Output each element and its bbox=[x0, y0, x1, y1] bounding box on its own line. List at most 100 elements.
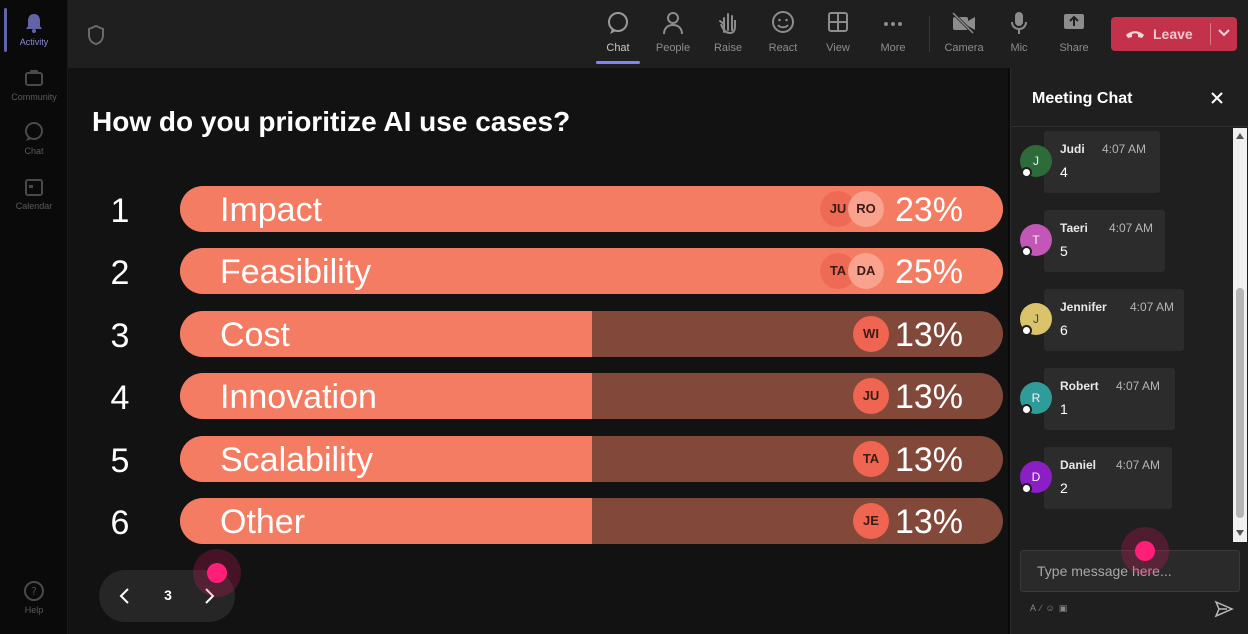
poll-option[interactable]: 4 Innovation JU 13% bbox=[92, 373, 1004, 421]
sender-avatar[interactable]: D bbox=[1020, 461, 1052, 494]
rail-item-chat[interactable]: Chat bbox=[0, 121, 68, 156]
chat-message-input[interactable] bbox=[1020, 550, 1240, 592]
attach-icon[interactable]: ∕ bbox=[1040, 603, 1046, 613]
touch-indicator bbox=[193, 549, 241, 597]
camera-button[interactable]: Camera bbox=[937, 10, 991, 54]
voter-avatar: DA bbox=[848, 253, 884, 289]
scroll-up-arrow-icon[interactable] bbox=[1236, 133, 1244, 139]
grid-view-icon bbox=[828, 12, 848, 32]
poll-option-label: Other bbox=[220, 503, 306, 541]
view-button-label: View bbox=[826, 42, 850, 54]
raise-hand-button[interactable]: Raise bbox=[701, 10, 755, 54]
poll-option[interactable]: 2 Feasibility TA DA 25% bbox=[92, 248, 1004, 296]
scroll-down-arrow-icon[interactable] bbox=[1236, 530, 1244, 536]
chat-button[interactable]: Chat bbox=[591, 10, 645, 64]
react-button[interactable]: React bbox=[756, 10, 810, 54]
mic-icon bbox=[1011, 12, 1027, 34]
poll-option-number: 1 bbox=[110, 192, 130, 230]
message-text: 6 bbox=[1060, 322, 1068, 338]
message-sender: Robert bbox=[1060, 379, 1099, 393]
poll-option-bar[interactable]: Innovation JU 13% bbox=[180, 373, 1003, 419]
leave-divider bbox=[1210, 23, 1211, 45]
poll-option-fill bbox=[180, 311, 592, 357]
chat-message[interactable]: Daniel 4:07 AM 2 bbox=[1044, 447, 1172, 509]
chat-scrollbar[interactable] bbox=[1233, 128, 1247, 542]
presence-status-icon bbox=[1021, 246, 1032, 257]
message-sender: Judi bbox=[1060, 142, 1085, 156]
community-icon bbox=[25, 70, 43, 86]
poll-option[interactable]: 6 Other JE 13% bbox=[92, 498, 1004, 546]
sender-avatar[interactable]: R bbox=[1020, 382, 1052, 415]
meeting-toolbar: Chat People Raise React View More Camera… bbox=[68, 0, 1248, 68]
share-button[interactable]: Share bbox=[1047, 10, 1101, 54]
close-icon[interactable] bbox=[1209, 90, 1225, 106]
avatar-initial: J bbox=[1033, 154, 1039, 168]
sender-avatar[interactable]: J bbox=[1020, 303, 1052, 336]
poll-option[interactable]: 3 Cost WI 13% bbox=[92, 311, 1004, 359]
rail-label-help: Help bbox=[24, 605, 44, 615]
meeting-chat-panel: Meeting Chat Judi 4:07 AM 4 J Taeri 4:07 AM 5 T… bbox=[1010, 68, 1248, 634]
more-button-label: More bbox=[880, 42, 906, 54]
rail-label-chat: Chat bbox=[24, 146, 44, 156]
people-icon bbox=[663, 12, 683, 35]
chat-message[interactable]: Taeri 4:07 AM 5 bbox=[1044, 210, 1165, 272]
emoji-icon[interactable]: ☺ bbox=[1045, 603, 1059, 613]
react-button-label: React bbox=[768, 42, 798, 54]
poll-option[interactable]: 1 Impact JU RO 23% bbox=[92, 186, 1004, 234]
poll-option-bar[interactable]: Feasibility TA DA 25% bbox=[180, 248, 1003, 294]
chat-message[interactable]: Jennifer 4:07 AM 6 bbox=[1044, 289, 1184, 351]
poll-option-percent: 25% bbox=[894, 253, 963, 291]
poll-option-number: 4 bbox=[110, 379, 130, 417]
rail-label-activity: Activity bbox=[19, 37, 49, 47]
mic-button[interactable]: Mic bbox=[992, 10, 1046, 54]
chat-message[interactable]: Robert 4:07 AM 1 bbox=[1044, 368, 1175, 430]
rail-label-calendar: Calendar bbox=[15, 201, 53, 211]
poll-stage: How do you prioritize AI use cases? 1 Imp… bbox=[68, 68, 1008, 634]
poll-option-bar[interactable]: Scalability TA 13% bbox=[180, 436, 1003, 482]
chat-icon bbox=[25, 122, 43, 141]
poll-option[interactable]: 5 Scalability TA 13% bbox=[92, 436, 1004, 484]
rail-item-activity[interactable]: Activity bbox=[0, 8, 68, 52]
chevron-right-icon[interactable] bbox=[201, 586, 217, 606]
raise-button-label: Raise bbox=[713, 42, 743, 54]
share-button-label: Share bbox=[1059, 42, 1089, 54]
sender-avatar[interactable]: J bbox=[1020, 145, 1052, 178]
avatar-initial: T bbox=[1032, 233, 1040, 247]
poll-option-bar[interactable]: Impact JU RO 23% bbox=[180, 186, 1003, 232]
poll-option-bar[interactable]: Cost WI 13% bbox=[180, 311, 1003, 357]
more-icon bbox=[884, 22, 902, 26]
smiley-icon bbox=[772, 11, 794, 33]
mic-button-label: Mic bbox=[1010, 42, 1028, 54]
sender-avatar[interactable]: T bbox=[1020, 224, 1052, 257]
rail-item-calendar[interactable]: Calendar bbox=[0, 176, 68, 211]
raise-hand-icon bbox=[719, 13, 736, 35]
poll-question: How do you prioritize AI use cases? bbox=[92, 106, 571, 137]
send-icon[interactable] bbox=[1214, 600, 1234, 618]
poll-option-number: 3 bbox=[110, 317, 130, 355]
toolbar-divider bbox=[929, 16, 930, 52]
chat-message[interactable]: Judi 4:07 AM 4 bbox=[1044, 131, 1160, 193]
poll-option-label: Scalability bbox=[220, 441, 374, 479]
share-screen-icon bbox=[1064, 14, 1084, 29]
people-button[interactable]: People bbox=[646, 10, 700, 54]
view-button[interactable]: View bbox=[811, 10, 865, 54]
poll-option-percent: 13% bbox=[894, 378, 963, 416]
shield-icon[interactable] bbox=[86, 24, 106, 46]
rail-item-community[interactable]: Community bbox=[0, 67, 68, 102]
poll-option-number: 5 bbox=[110, 442, 130, 480]
chevron-down-icon[interactable] bbox=[1217, 28, 1231, 38]
gif-icon[interactable]: ▣ bbox=[1058, 603, 1072, 613]
chat-title: Meeting Chat bbox=[1032, 90, 1133, 107]
format-icon[interactable]: A bbox=[1030, 603, 1041, 613]
leave-button[interactable]: Leave bbox=[1111, 17, 1237, 51]
poll-option-number: 6 bbox=[110, 504, 130, 542]
scroll-thumb[interactable] bbox=[1236, 288, 1244, 518]
rail-item-help[interactable]: ? Help bbox=[0, 580, 68, 615]
presence-status-icon bbox=[1021, 404, 1032, 415]
message-timestamp: 4:07 AM bbox=[1130, 300, 1175, 314]
more-button[interactable]: More bbox=[866, 10, 920, 54]
chevron-left-icon[interactable] bbox=[117, 586, 133, 606]
message-timestamp: 4:07 AM bbox=[1116, 458, 1161, 472]
poll-option-label: Innovation bbox=[220, 378, 377, 416]
poll-option-bar[interactable]: Other JE 13% bbox=[180, 498, 1003, 544]
